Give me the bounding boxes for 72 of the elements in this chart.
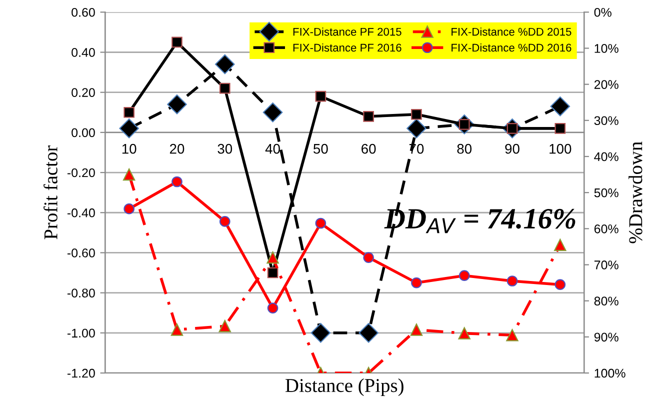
point bbox=[506, 276, 518, 286]
x-tick-label: 30 bbox=[218, 144, 232, 154]
point bbox=[406, 118, 426, 138]
y-tick-label: -1.20 bbox=[67, 368, 95, 378]
point bbox=[411, 108, 422, 120]
x-tick-label: 10 bbox=[122, 144, 136, 154]
point bbox=[119, 118, 139, 138]
point bbox=[554, 238, 566, 252]
y2-axis-title: %Drawdown bbox=[628, 142, 642, 244]
y-tick-label: 0.20 bbox=[72, 88, 95, 97]
point bbox=[410, 324, 423, 336]
point bbox=[124, 203, 134, 214]
y2-tick-label: 0% bbox=[594, 8, 612, 17]
x-tick-label: 80 bbox=[457, 144, 472, 154]
y-tick-label: -0.40 bbox=[67, 208, 95, 218]
legend-label: FIX-Distance PF 2016 bbox=[293, 43, 402, 52]
point bbox=[172, 36, 182, 48]
annotation: DD$_{AV}$ = 74.16% bbox=[384, 208, 576, 234]
point bbox=[358, 323, 378, 343]
point bbox=[170, 324, 184, 336]
y2-tick-label: 20% bbox=[594, 80, 618, 89]
point bbox=[172, 176, 182, 188]
point bbox=[218, 320, 231, 332]
point bbox=[458, 270, 470, 281]
point bbox=[214, 54, 235, 74]
point bbox=[267, 302, 278, 314]
point bbox=[266, 251, 279, 264]
y2-tick-label: 80% bbox=[594, 296, 618, 306]
point bbox=[458, 327, 470, 340]
y2-tick-label: 40% bbox=[594, 152, 618, 162]
point bbox=[315, 218, 326, 229]
point bbox=[219, 82, 230, 94]
point bbox=[167, 94, 187, 114]
point bbox=[315, 90, 326, 102]
y-tick-label: -0.20 bbox=[67, 168, 95, 178]
y-tick-label: -0.60 bbox=[67, 248, 95, 258]
point bbox=[554, 279, 566, 290]
x-tick-label: 50 bbox=[314, 144, 328, 154]
point bbox=[411, 277, 422, 288]
point bbox=[363, 110, 374, 122]
point bbox=[262, 102, 283, 122]
point bbox=[554, 123, 566, 134]
x-tick-label: 100 bbox=[550, 144, 572, 154]
y2-tick-label: 100% bbox=[594, 368, 626, 378]
point bbox=[363, 252, 374, 263]
point bbox=[219, 216, 230, 227]
x-tick-label: 90 bbox=[505, 144, 520, 154]
y-tick-label: -1.00 bbox=[67, 328, 95, 338]
point bbox=[550, 96, 570, 116]
y-tick-label: 0.00 bbox=[72, 128, 95, 138]
y2-tick-label: 90% bbox=[594, 332, 618, 342]
point bbox=[122, 168, 136, 181]
y-tick-label: 0.60 bbox=[72, 8, 95, 17]
legend-label: FIX-Distance %DD 2016 bbox=[452, 43, 572, 52]
y-axis-title: Profit factor bbox=[44, 146, 58, 240]
point bbox=[267, 267, 278, 278]
y2-tick-label: 60% bbox=[594, 224, 618, 234]
legend-label: FIX-Distance %DD 2015 bbox=[452, 28, 572, 36]
point bbox=[124, 106, 134, 118]
point bbox=[310, 323, 331, 343]
x-axis-title: Distance (Pips) bbox=[286, 378, 404, 396]
y2-tick-label: 10% bbox=[594, 44, 618, 53]
y2-tick-label: 50% bbox=[594, 188, 618, 198]
x-tick-label: 20 bbox=[170, 144, 184, 154]
legend-label: FIX-Distance PF 2015 bbox=[293, 28, 402, 36]
y2-tick-label: 70% bbox=[594, 260, 618, 270]
y-tick-label: 0.40 bbox=[72, 48, 95, 57]
y-tick-label: -0.80 bbox=[67, 288, 95, 298]
point bbox=[506, 329, 518, 342]
y2-tick-label: 30% bbox=[594, 116, 618, 126]
x-tick-label: 60 bbox=[362, 144, 376, 154]
x-tick-label: 40 bbox=[265, 144, 280, 154]
